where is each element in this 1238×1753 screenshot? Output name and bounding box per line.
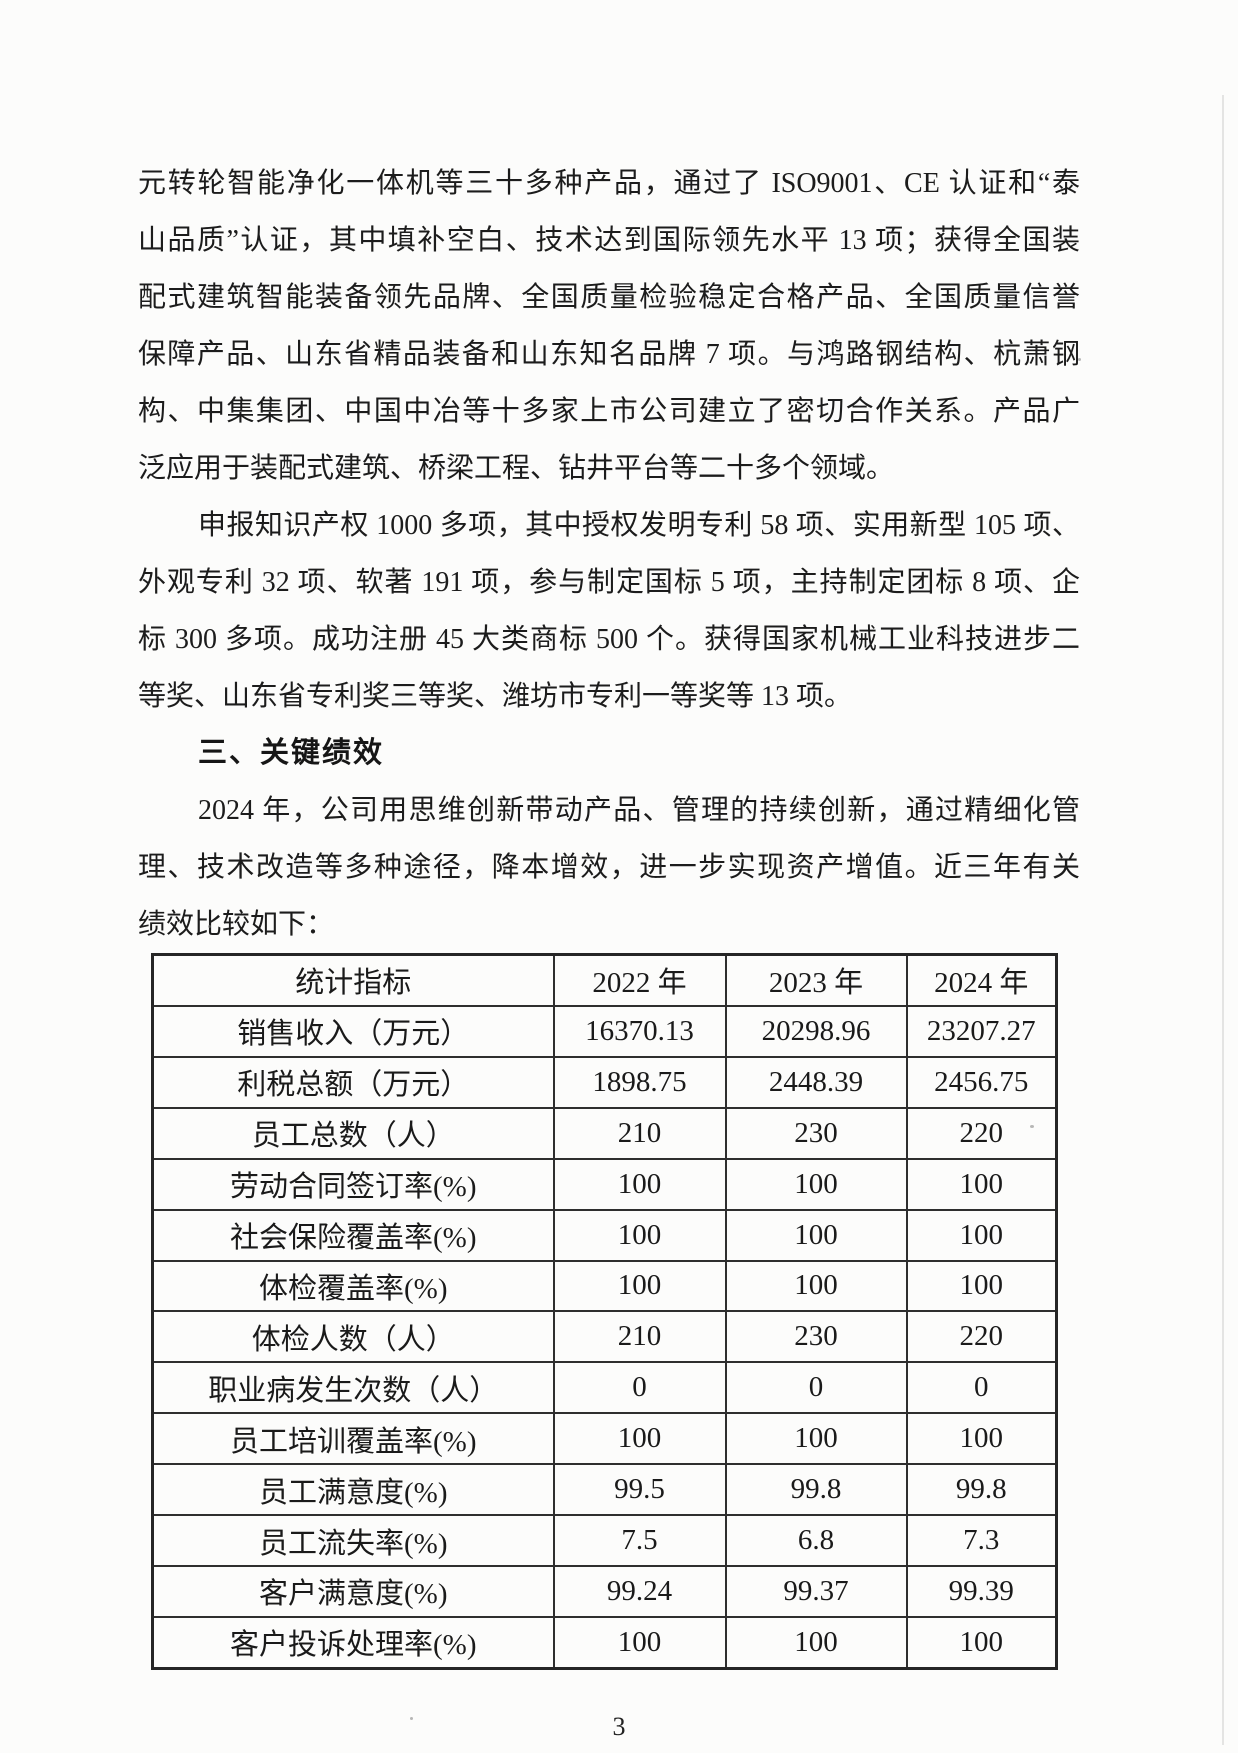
scan-edge-line [1222, 95, 1224, 1745]
cell-2023: 20298.96 [724, 1004, 908, 1058]
cell-2022: 0 [552, 1361, 727, 1415]
body-text-block: 元转轮智能净化一体机等三十多种产品，通过了 ISO9001、CE 认证和“泰 山… [138, 155, 1080, 953]
row-indicator: 体检人数（人） [151, 1310, 555, 1364]
cell-2024: 23207.27 [905, 1004, 1058, 1058]
table-row: 利税总额（万元） 1898.75 2448.39 2456.75 [151, 1055, 1058, 1109]
cell-2023: 100 [724, 1259, 908, 1313]
cell-2024: 100 [905, 1412, 1058, 1466]
cell-2024: 2456.75 [905, 1055, 1058, 1109]
cell-2024: 100 [905, 1208, 1058, 1262]
cell-2022: 99.5 [552, 1463, 727, 1517]
cell-2023: 99.37 [724, 1564, 908, 1618]
body-line: 绩效比较如下： [138, 909, 335, 940]
cell-2022: 210 [552, 1106, 727, 1160]
row-indicator: 客户投诉处理率(%) [151, 1615, 555, 1670]
scan-speck [1078, 358, 1081, 361]
table-row: 体检覆盖率(%) 100 100 100 [151, 1259, 1058, 1313]
row-indicator: 体检覆盖率(%) [151, 1259, 555, 1313]
cell-2024: 99.39 [905, 1564, 1058, 1618]
cell-2022: 100 [552, 1615, 727, 1670]
table-row: 员工满意度(%) 99.5 99.8 99.8 [151, 1463, 1058, 1517]
cell-2023: 100 [724, 1208, 908, 1262]
table-row: 销售收入（万元） 16370.13 20298.96 23207.27 [151, 1004, 1058, 1058]
cell-2024: 99.8 [905, 1463, 1058, 1517]
cell-2023: 230 [724, 1310, 908, 1364]
body-line: 泛应用于装配式建筑、桥梁工程、钻井平台等二十多个领域。 [138, 453, 895, 484]
scan-speck [208, 925, 211, 928]
row-indicator: 销售收入（万元） [151, 1004, 555, 1058]
cell-2023: 0 [724, 1361, 908, 1415]
body-line: 山品质”认证，其中填补空白、技术达到国际领先水平 13 项；获得全国装 [138, 225, 1080, 256]
cell-2022: 99.24 [552, 1564, 727, 1618]
cell-2024: 7.3 [905, 1514, 1058, 1567]
body-line: 标 300 多项。成功注册 45 大类商标 500 个。获得国家机械工业科技进步… [138, 624, 1080, 655]
col-header-2022: 2022 年 [552, 953, 727, 1007]
cell-2022: 100 [552, 1412, 727, 1466]
table-row: 员工总数（人） 210 230 220 [151, 1106, 1058, 1160]
page-number: 3 [612, 1712, 626, 1741]
body-line: 外观专利 32 项、软著 191 项，参与制定国标 5 项，主持制定团标 8 项… [138, 567, 1080, 598]
col-header-indicator: 统计指标 [151, 953, 555, 1007]
cell-2024: 0 [905, 1361, 1058, 1415]
table-row: 客户投诉处理率(%) 100 100 100 [151, 1615, 1058, 1670]
cell-2023: 100 [724, 1157, 908, 1211]
cell-2024: 100 [905, 1157, 1058, 1211]
table-row: 职业病发生次数（人） 0 0 0 [151, 1361, 1058, 1415]
body-line: 元转轮智能净化一体机等三十多种产品，通过了 ISO9001、CE 认证和“泰 [138, 168, 1080, 199]
cell-2023: 230 [724, 1106, 908, 1160]
performance-table: 统计指标 2022 年 2023 年 2024 年 销售收入（万元） 16370… [151, 953, 1058, 1670]
cell-2022: 210 [552, 1310, 727, 1364]
body-line: 等奖、山东省专利奖三等奖、潍坊市专利一等奖等 13 项。 [138, 681, 853, 712]
row-indicator: 利税总额（万元） [151, 1055, 555, 1109]
cell-2024: 100 [905, 1615, 1058, 1670]
row-indicator: 社会保险覆盖率(%) [151, 1208, 555, 1262]
row-indicator: 员工满意度(%) [151, 1463, 555, 1517]
cell-2022: 7.5 [552, 1514, 727, 1567]
cell-2023: 99.8 [724, 1463, 908, 1517]
cell-2022: 100 [552, 1259, 727, 1313]
col-header-2024: 2024 年 [905, 953, 1058, 1007]
body-line: 2024 年，公司用思维创新带动产品、管理的持续创新，通过精细化管 [198, 795, 1080, 826]
table-row: 劳动合同签订率(%) 100 100 100 [151, 1157, 1058, 1211]
row-indicator: 员工培训覆盖率(%) [151, 1412, 555, 1466]
row-indicator: 职业病发生次数（人） [151, 1361, 555, 1415]
col-header-2023: 2023 年 [724, 953, 908, 1007]
row-indicator: 客户满意度(%) [151, 1564, 555, 1618]
row-indicator: 劳动合同签订率(%) [151, 1157, 555, 1211]
table-row: 客户满意度(%) 99.24 99.37 99.39 [151, 1564, 1058, 1618]
cell-2024: 220 [905, 1106, 1058, 1160]
body-line: 理、技术改造等多种途径，降本增效，进一步实现资产增值。近三年有关 [138, 852, 1080, 883]
cell-2023: 6.8 [724, 1514, 908, 1567]
cell-2024: 220 [905, 1310, 1058, 1364]
body-line: 配式建筑智能装备领先品牌、全国质量检验稳定合格产品、全国质量信誉 [138, 282, 1080, 313]
cell-2022: 1898.75 [552, 1055, 727, 1109]
cell-2022: 100 [552, 1208, 727, 1262]
cell-2023: 100 [724, 1615, 908, 1670]
cell-2023: 2448.39 [724, 1055, 908, 1109]
row-indicator: 员工流失率(%) [151, 1514, 555, 1567]
table-row: 社会保险覆盖率(%) 100 100 100 [151, 1208, 1058, 1262]
body-line: 保障产品、山东省精品装备和山东知名品牌 7 项。与鸿路钢结构、杭萧钢 [138, 339, 1080, 370]
table-row: 员工培训覆盖率(%) 100 100 100 [151, 1412, 1058, 1466]
cell-2024: 100 [905, 1259, 1058, 1313]
section-heading: 三、关键绩效 [198, 737, 385, 769]
table-row: 员工流失率(%) 7.5 6.8 7.3 [151, 1514, 1058, 1567]
scan-speck [1002, 304, 1006, 308]
cell-2022: 16370.13 [552, 1004, 727, 1058]
scan-speck [410, 1717, 413, 1720]
table-row: 体检人数（人） 210 230 220 [151, 1310, 1058, 1364]
scan-speck [1030, 1125, 1034, 1128]
body-line: 申报知识产权 1000 多项，其中授权发明专利 58 项、实用新型 105 项、 [198, 510, 1080, 541]
table-header-row: 统计指标 2022 年 2023 年 2024 年 [151, 953, 1058, 1007]
row-indicator: 员工总数（人） [151, 1106, 555, 1160]
cell-2023: 100 [724, 1412, 908, 1466]
body-line: 构、中集集团、中国中冶等十多家上市公司建立了密切合作关系。产品广 [138, 396, 1080, 427]
cell-2022: 100 [552, 1157, 727, 1211]
